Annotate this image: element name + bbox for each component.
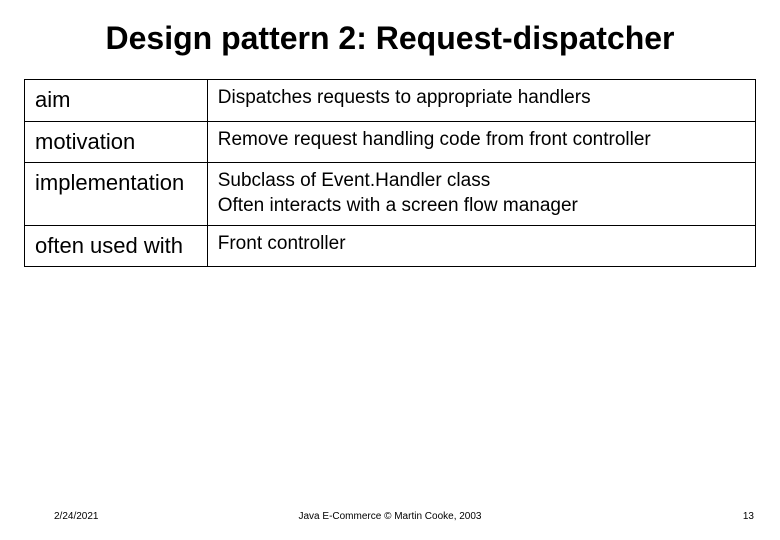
row-label: implementation: [25, 163, 208, 225]
footer-page-number: 13: [743, 511, 754, 522]
pattern-table: aim Dispatches requests to appropriate h…: [24, 79, 756, 267]
footer-center: Java E-Commerce © Martin Cooke, 2003: [0, 511, 780, 522]
row-value: Subclass of Event.Handler class Often in…: [207, 163, 755, 225]
table-row: motivation Remove request handling code …: [25, 121, 756, 163]
table-row: implementation Subclass of Event.Handler…: [25, 163, 756, 225]
table-row: often used with Front controller: [25, 225, 756, 267]
slide-title: Design pattern 2: Request-dispatcher: [24, 20, 756, 57]
row-value-line: Often interacts with a screen flow manag…: [218, 194, 745, 219]
table-row: aim Dispatches requests to appropriate h…: [25, 80, 756, 122]
row-value: Dispatches requests to appropriate handl…: [207, 80, 755, 122]
row-label: aim: [25, 80, 208, 122]
row-value-line: Subclass of Event.Handler class: [218, 169, 745, 194]
row-label: often used with: [25, 225, 208, 267]
row-label: motivation: [25, 121, 208, 163]
slide: Design pattern 2: Request-dispatcher aim…: [0, 0, 780, 540]
row-value: Remove request handling code from front …: [207, 121, 755, 163]
row-value: Front controller: [207, 225, 755, 267]
